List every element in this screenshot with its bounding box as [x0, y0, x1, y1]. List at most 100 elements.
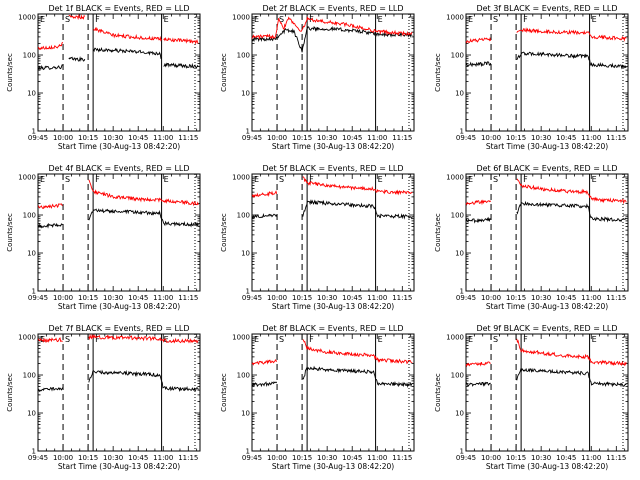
x-tick-label: 11:00	[367, 294, 387, 302]
y-tick-label: 1000	[232, 14, 250, 22]
detector-panel-9: Det 9f BLACK = Events, RED = LLD 1 10 100 10…	[434, 324, 629, 471]
y-tick-label: 100	[451, 212, 464, 220]
x-tick-label: 11:00	[581, 294, 601, 302]
plot-frame	[37, 173, 201, 292]
segment-marker-label: F	[309, 175, 314, 184]
y-tick-label: 1000	[18, 14, 36, 22]
y-tick-label: 1	[32, 448, 36, 456]
segment-marker-label: E	[40, 175, 45, 184]
x-tick-label: 10:15	[506, 134, 526, 142]
series-line-events	[251, 365, 413, 389]
x-tick-label: 10:30	[531, 294, 551, 302]
y-tick-label: 1	[32, 288, 36, 296]
segment-marker-label: E	[254, 15, 259, 24]
series-line-lld	[251, 15, 413, 40]
x-tick-label: 10:45	[556, 294, 576, 302]
x-tick-label: 09:45	[456, 294, 476, 302]
y-axis-label: Counts/sec	[434, 53, 442, 92]
segment-marker-label: E	[254, 335, 259, 344]
x-tick-label: 11:15	[178, 294, 198, 302]
segment-marker-label: E	[592, 15, 597, 24]
y-tick-label: 100	[23, 212, 36, 220]
segment-marker-label: F	[95, 15, 100, 24]
x-axis-label: Start Time (30-Aug-13 08:42:20)	[272, 462, 394, 471]
x-tick-label: 10:15	[78, 454, 98, 462]
detector-panel-8: Det 8f BLACK = Events, RED = LLD 1 10 100 10…	[220, 324, 415, 471]
y-axis-label: Counts/sec	[6, 53, 14, 92]
panel-title: Det 2f BLACK = Events, RED = LLD	[262, 4, 403, 13]
x-tick-label: 11:00	[153, 454, 173, 462]
series-line-events	[251, 25, 413, 53]
x-tick-label: 09:45	[28, 134, 48, 142]
y-tick-label: 100	[237, 212, 250, 220]
segment-marker-label: E	[378, 15, 383, 24]
y-tick-label: 100	[237, 52, 250, 60]
segment-marker-label: F	[523, 175, 528, 184]
x-tick-label: 10:00	[267, 294, 287, 302]
x-tick-label: 11:00	[153, 294, 173, 302]
segment-marker-label: S	[493, 335, 498, 344]
x-tick-label: 10:45	[128, 294, 148, 302]
x-tick-label: 09:45	[28, 294, 48, 302]
y-axis-label: Counts/sec	[220, 373, 228, 412]
x-tick-label: 10:00	[267, 454, 287, 462]
x-tick-label: 10:15	[292, 294, 312, 302]
y-tick-label: 100	[451, 372, 464, 380]
x-axis-label: Start Time (30-Aug-13 08:42:20)	[486, 142, 608, 151]
x-tick-label: 10:00	[481, 454, 501, 462]
series-line-events	[465, 51, 627, 70]
x-tick-label: 10:45	[342, 454, 362, 462]
x-tick-label: 10:00	[53, 134, 73, 142]
y-tick-label: 1	[246, 288, 250, 296]
y-tick-label: 1	[246, 448, 250, 456]
series-line-lld	[37, 179, 199, 210]
x-tick-label: 10:30	[531, 454, 551, 462]
y-tick-label: 10	[241, 90, 250, 98]
y-tick-label: 1000	[446, 14, 464, 22]
x-tick-label: 11:15	[606, 454, 626, 462]
segment-marker-label: S	[279, 15, 284, 24]
x-tick-label: 10:15	[78, 134, 98, 142]
x-tick-label: 10:45	[128, 134, 148, 142]
segment-marker-label: E	[468, 15, 473, 24]
x-axis-label: Start Time (30-Aug-13 08:42:20)	[272, 142, 394, 151]
detector-panel-2: Det 2f BLACK = Events, RED = LLD 1 10 100 10…	[220, 4, 415, 151]
x-tick-label: 11:00	[581, 134, 601, 142]
detector-panel-1: Det 1f BLACK = Events, RED = LLD 1 10 100 10…	[6, 4, 201, 151]
y-tick-label: 10	[455, 410, 464, 418]
x-tick-label: 09:45	[242, 454, 262, 462]
y-tick-label: 1000	[446, 334, 464, 342]
segment-marker-label: E	[40, 335, 45, 344]
x-tick-label: 09:45	[456, 134, 476, 142]
series-line-events	[37, 369, 199, 392]
series-line-events	[37, 46, 199, 71]
series-line-events	[37, 207, 199, 229]
segment-marker-label: F	[523, 15, 528, 24]
x-tick-label: 11:00	[153, 134, 173, 142]
y-tick-label: 1000	[18, 334, 36, 342]
y-axis-label: Counts/sec	[6, 213, 14, 252]
y-tick-label: 1	[32, 128, 36, 136]
y-tick-label: 10	[27, 410, 36, 418]
x-tick-label: 10:30	[317, 454, 337, 462]
segment-marker-label: E	[40, 15, 45, 24]
series-line-events	[465, 367, 627, 388]
y-axis-label: Counts/sec	[434, 213, 442, 252]
detector-panel-4: Det 4f BLACK = Events, RED = LLD 1 10 100 10…	[6, 164, 201, 311]
series-line-lld	[251, 176, 413, 199]
x-tick-label: 11:15	[178, 134, 198, 142]
x-tick-label: 10:15	[292, 454, 312, 462]
x-tick-label: 09:45	[242, 294, 262, 302]
x-axis-label: Start Time (30-Aug-13 08:42:20)	[58, 142, 180, 151]
y-tick-label: 1000	[18, 174, 36, 182]
segment-marker-label: S	[65, 175, 70, 184]
segment-marker-label: E	[592, 335, 597, 344]
series-line-lld	[465, 178, 627, 206]
segment-marker-label: E	[164, 175, 169, 184]
panel-title: Det 9f BLACK = Events, RED = LLD	[476, 324, 617, 333]
x-tick-label: 09:45	[242, 134, 262, 142]
y-tick-label: 1	[460, 448, 464, 456]
x-tick-label: 11:00	[367, 454, 387, 462]
y-axis-label: Counts/sec	[434, 373, 442, 412]
x-tick-label: 10:00	[53, 454, 73, 462]
